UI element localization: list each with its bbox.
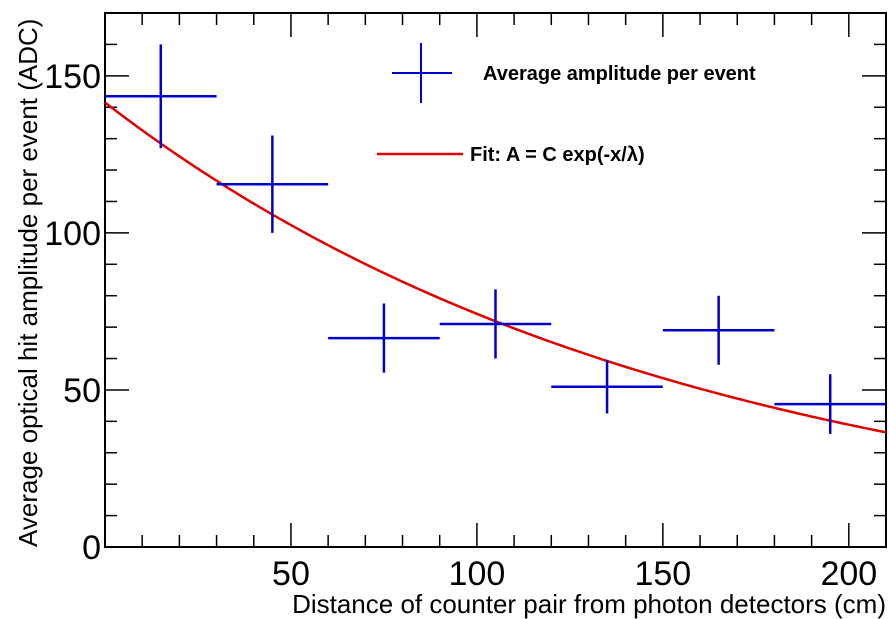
x-tick-label: 200 — [820, 555, 877, 593]
x-tick-label: 150 — [634, 555, 691, 593]
data-point — [105, 44, 217, 149]
x-axis-title: Distance of counter pair from photon det… — [292, 589, 886, 619]
y-axis-title: Average optical hit amplitude per event … — [13, 19, 43, 547]
data-point — [328, 303, 440, 373]
major-ticks — [105, 13, 886, 547]
y-tick-label: 150 — [44, 58, 101, 96]
legend-label-fit: Fit: A = C exp(-x/λ) — [470, 144, 645, 166]
data-point — [216, 135, 329, 233]
legend: Average amplitude per event Fit: A = C e… — [377, 43, 756, 166]
data-point — [439, 289, 552, 359]
data-points — [105, 44, 886, 434]
x-tick-label: 100 — [449, 555, 506, 593]
plot-frame — [104, 12, 887, 548]
y-tick-labels: 0 50 100 150 — [44, 58, 101, 567]
legend-label-data: Average amplitude per event — [483, 63, 756, 85]
y-tick-label: 50 — [63, 372, 101, 410]
x-tick-labels: 50 100 150 200 — [272, 555, 877, 593]
y-tick-label: 100 — [44, 215, 101, 253]
data-point — [662, 295, 775, 365]
data-point — [551, 360, 663, 414]
legend-point-symbol — [392, 43, 452, 103]
minor-ticks — [105, 13, 886, 547]
data-point — [774, 374, 886, 434]
y-tick-label: 0 — [82, 529, 101, 567]
x-tick-label: 50 — [272, 555, 310, 593]
